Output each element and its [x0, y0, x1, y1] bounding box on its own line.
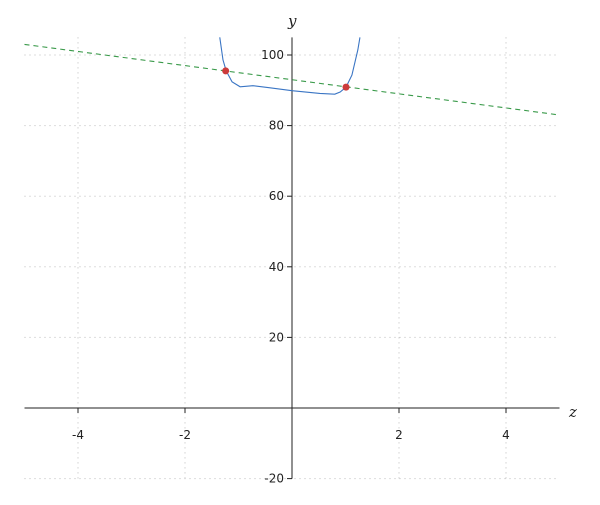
x-tick-label: 4 [502, 428, 510, 442]
y-tick-label: 20 [269, 330, 284, 344]
x-tick-label: -4 [72, 428, 84, 442]
y-tick-label: 80 [269, 119, 284, 133]
y-tick-label: 40 [269, 260, 284, 274]
y-tick-label: 100 [261, 48, 284, 62]
intersection-point [222, 67, 230, 75]
intersection-point [342, 83, 350, 91]
x-axis-label: z [568, 403, 577, 421]
y-tick-label: -20 [264, 472, 284, 486]
y-tick-label: 60 [269, 189, 284, 203]
y-axis-label: y [287, 12, 297, 30]
x-tick-label: -2 [179, 428, 191, 442]
curve-series [219, 37, 361, 95]
x-tick-label: 2 [395, 428, 403, 442]
